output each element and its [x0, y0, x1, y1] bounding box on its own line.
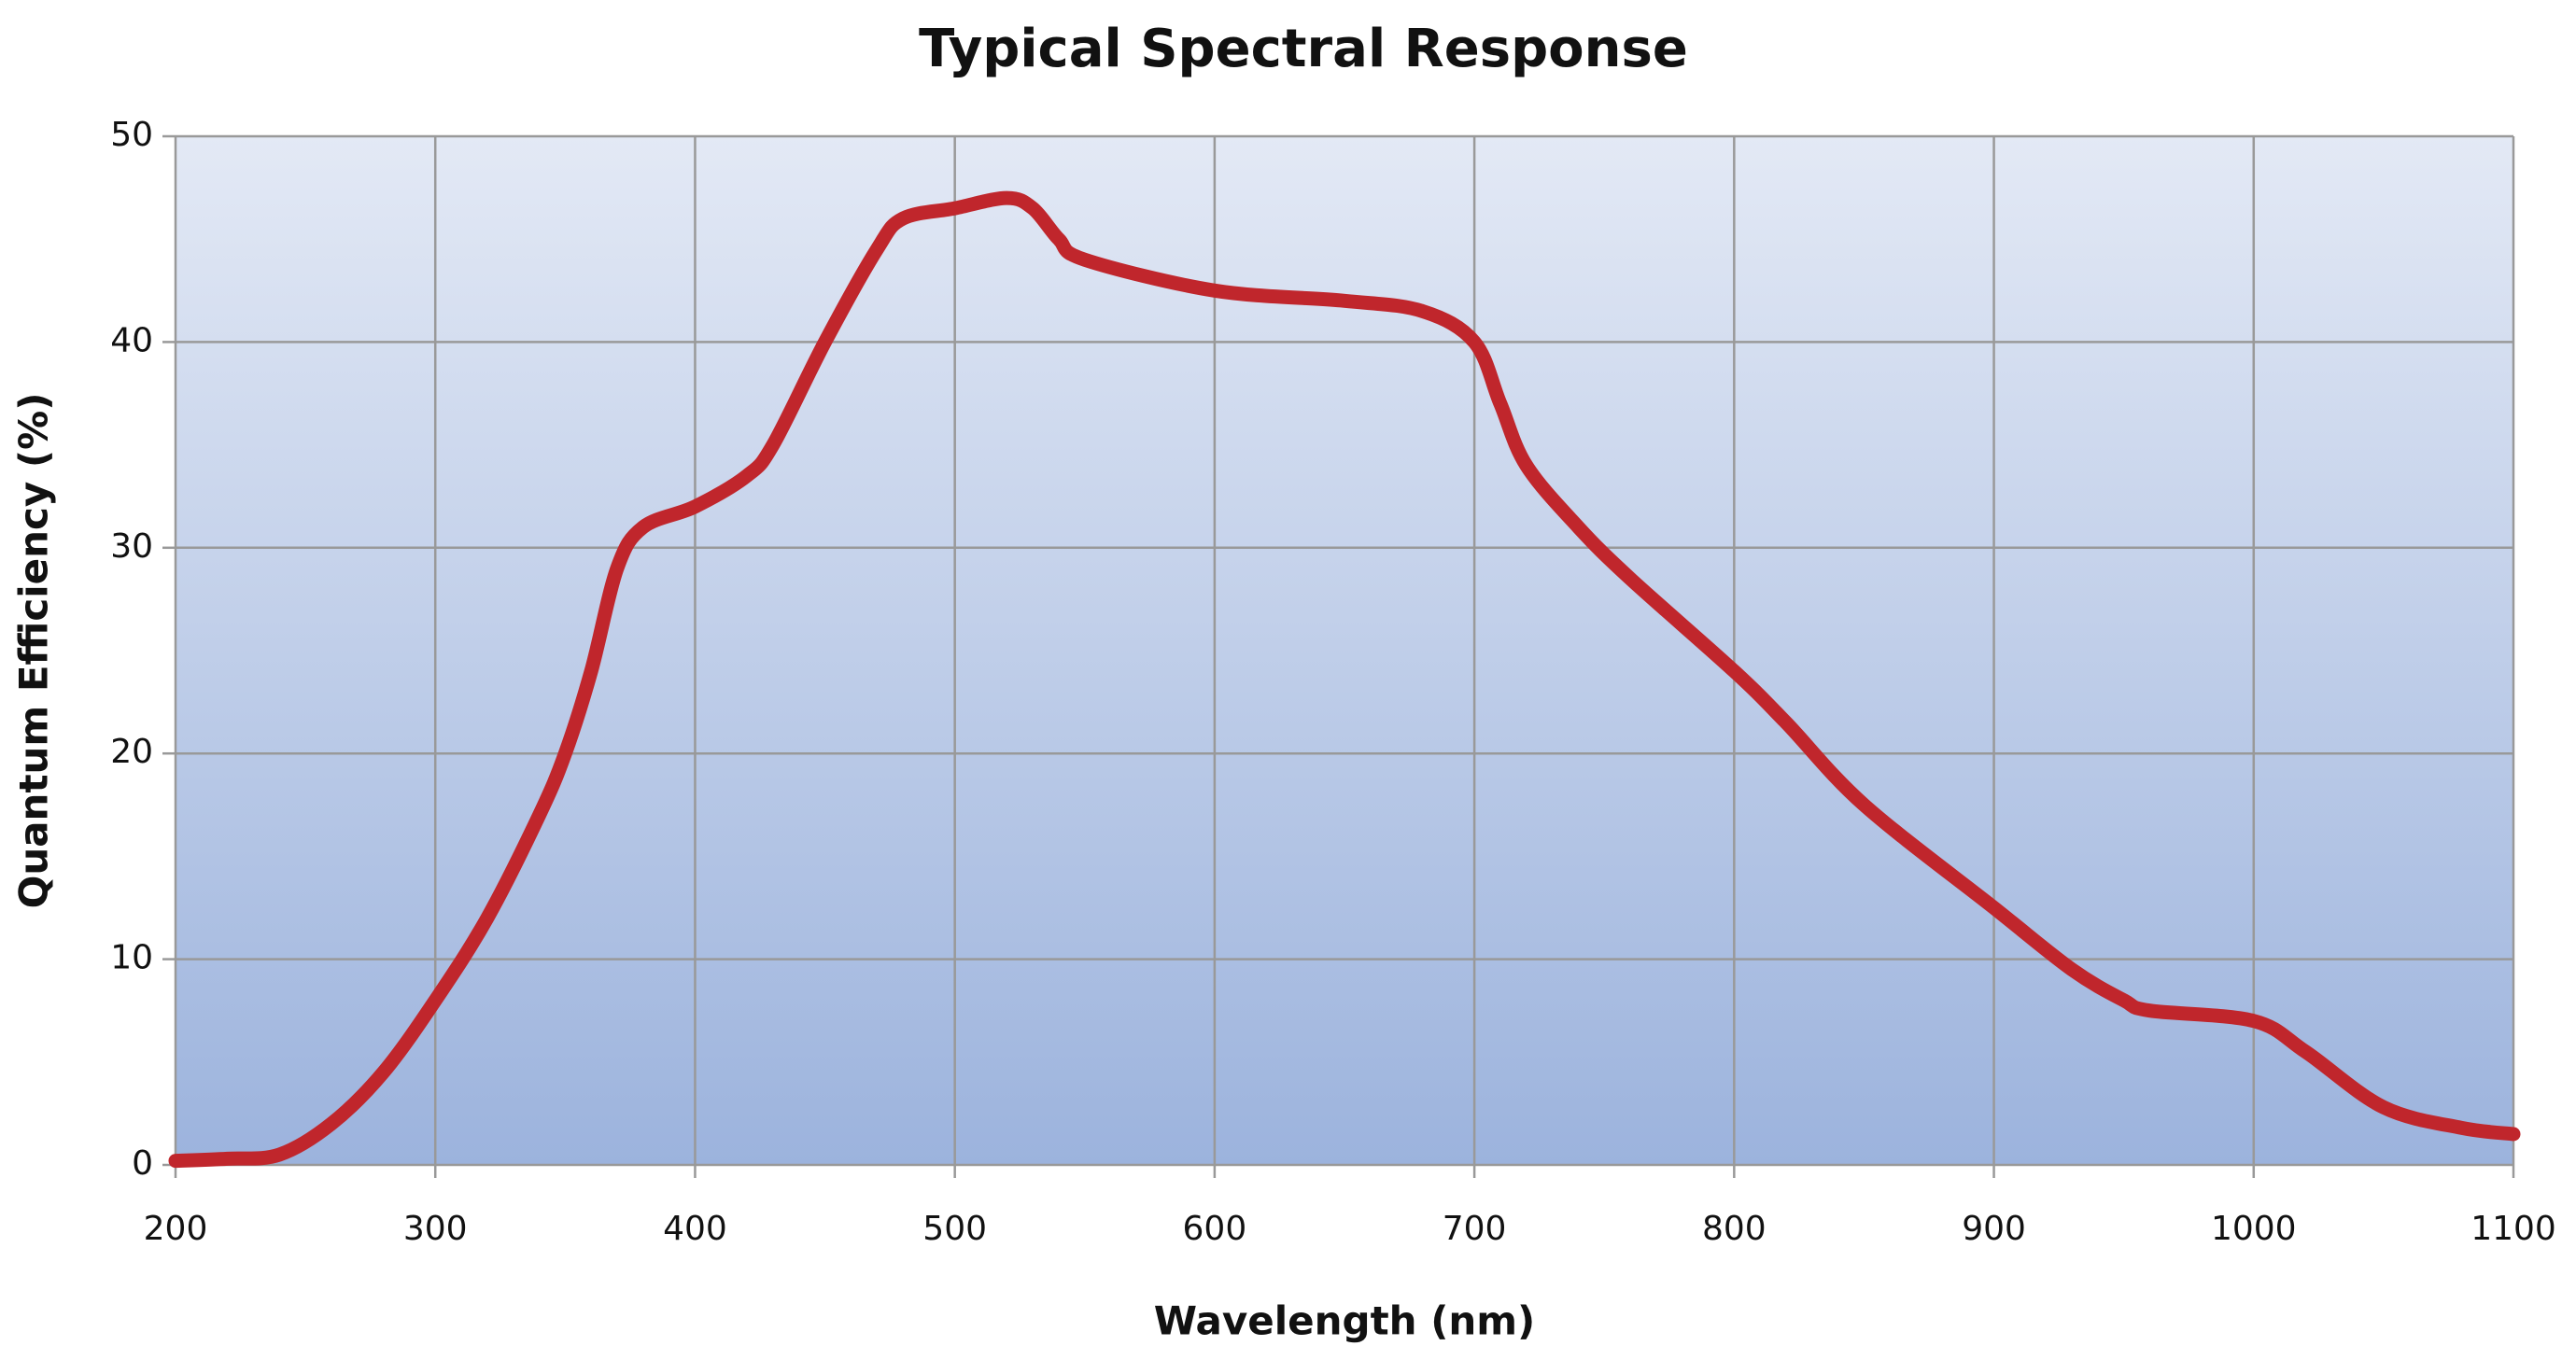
y-axis-title: Quantum Efficiency (%): [11, 393, 57, 909]
x-tick-label: 600: [1183, 1210, 1247, 1248]
chart-title: Typical Spectral Response: [919, 19, 1688, 79]
x-tick-label: 300: [403, 1210, 468, 1248]
y-tick-label: 30: [110, 527, 153, 566]
x-tick-label: 1000: [2211, 1210, 2297, 1248]
x-tick-label: 900: [1962, 1210, 2026, 1248]
x-tick-label: 700: [1443, 1210, 1507, 1248]
y-tick-label: 10: [110, 939, 153, 977]
x-tick-label: 500: [922, 1210, 987, 1248]
x-tick-label: 200: [144, 1210, 208, 1248]
x-axis-title: Wavelength (nm): [1154, 1298, 1536, 1344]
x-tick-label: 800: [1702, 1210, 1767, 1248]
y-tick-label: 50: [110, 116, 153, 154]
x-tick-label: 400: [663, 1210, 727, 1248]
data-line: [168, 190, 2521, 1169]
y-tick-label: 0: [132, 1144, 153, 1183]
y-tick-label: 40: [110, 321, 153, 359]
y-tick-label: 20: [110, 733, 153, 771]
x-tick-label: 1100: [2470, 1210, 2556, 1248]
